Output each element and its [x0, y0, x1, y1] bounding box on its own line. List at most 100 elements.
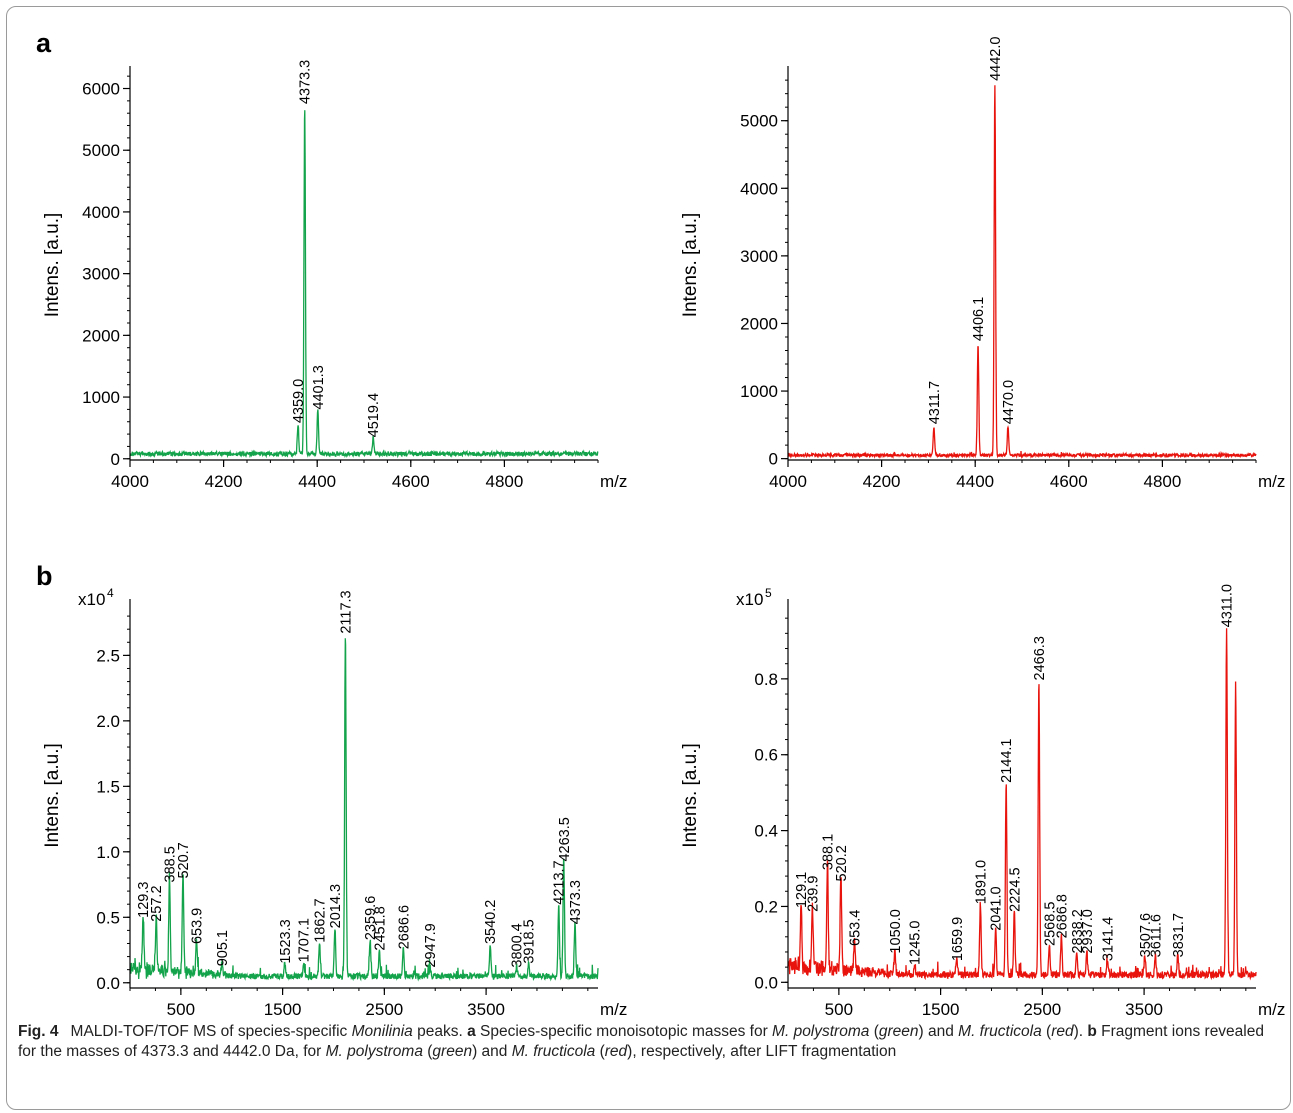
figure-frame [6, 6, 1291, 1110]
y-tick-label: 2.0 [96, 712, 120, 731]
x-tick-label: 4000 [111, 472, 149, 491]
figure-label: Fig. 4 [18, 1023, 59, 1040]
y-axis-title: Intens. [a.u.] [680, 743, 701, 848]
y-tick-label: 2000 [82, 326, 120, 345]
peak-label: 1245.0 [908, 921, 924, 965]
peak-label: 2144.1 [999, 739, 1015, 783]
x-tick-label: 4000 [769, 472, 807, 491]
x-tick-label: 3500 [1125, 1000, 1163, 1019]
peak-label: 2947.9 [423, 923, 439, 967]
peak-label: 4213.7 [552, 860, 568, 904]
figure-caption-text: MALDI-TOF/TOF MS of species-specific Mon… [18, 1023, 1264, 1060]
y-tick-label: 2.5 [96, 646, 120, 665]
peak-label: 520.2 [834, 845, 850, 881]
peak-label: 4373.3 [568, 880, 584, 924]
peak-label: 388.1 [820, 834, 836, 870]
peak-label: 2937.0 [1080, 909, 1096, 953]
x-tick-label: 3500 [467, 1000, 505, 1019]
x-tick-label: 500 [825, 1000, 853, 1019]
y-tick-label: 0.0 [754, 973, 778, 992]
peak-label: 2041.0 [989, 886, 1005, 930]
peak-label: 388.5 [163, 846, 179, 882]
y-tick-label: 3000 [82, 265, 120, 284]
y-tick-label: 0.8 [754, 670, 778, 689]
spectrum-trace [129, 110, 599, 459]
peak-label: 3141.4 [1101, 917, 1117, 961]
peak-label: 3918.5 [522, 919, 538, 963]
figure-caption: Fig. 4 MALDI-TOF/TOF MS of species-speci… [18, 1022, 1280, 1062]
peak-label: 2838.2 [1070, 909, 1086, 953]
peak-label: 4311.7 [927, 381, 943, 424]
y-tick-label: 0.2 [754, 897, 778, 916]
peak-label: 2224.5 [1007, 867, 1023, 911]
y-tick-label: 0.0 [96, 974, 120, 993]
x-axis-title: m/z [600, 472, 627, 491]
peak-label: 257.2 [149, 885, 165, 921]
y-tick-label: 5000 [82, 141, 120, 160]
y-tick-label: 1.5 [96, 777, 120, 796]
peak-label: 1523.3 [278, 919, 294, 963]
peak-label: 2466.3 [1032, 636, 1048, 680]
x-tick-label: 2500 [365, 1000, 403, 1019]
x-tick-label: 4600 [1050, 472, 1088, 491]
peak-label: 4470.0 [1001, 380, 1017, 424]
peak-label: 4373.3 [298, 60, 314, 104]
panel-letter-b: b [36, 561, 53, 591]
y-multiplier: x10 [736, 590, 763, 609]
y-multiplier: x10 [78, 590, 105, 609]
y-multiplier-exponent: 5 [765, 586, 772, 600]
y-tick-label: 0.4 [754, 822, 778, 841]
peak-label: 1659.9 [950, 917, 966, 961]
peak-label: 4359.0 [291, 379, 307, 423]
panel-letter-a: a [36, 28, 52, 58]
spectrum-trace [787, 628, 1257, 981]
y-tick-label: 4000 [82, 203, 120, 222]
x-tick-label: 4600 [392, 472, 430, 491]
x-tick-label: 4200 [205, 472, 243, 491]
peak-label: 2568.5 [1042, 902, 1058, 946]
peak-label: 4401.3 [311, 365, 327, 409]
peak-label: 129.1 [794, 872, 810, 908]
y-axis-title: Intens. [a.u.] [680, 213, 701, 318]
y-tick-label: 6000 [82, 80, 120, 99]
peak-label: 1050.0 [888, 909, 904, 953]
y-tick-label: 1000 [740, 382, 778, 401]
peak-label: 3507.6 [1138, 913, 1154, 957]
x-tick-label: 4800 [485, 472, 523, 491]
peak-label: 653.4 [847, 910, 863, 946]
y-tick-label: 0 [111, 450, 120, 469]
peak-label: 520.7 [176, 842, 192, 878]
spectrum-trace [787, 85, 1257, 460]
y-tick-label: 3000 [740, 247, 778, 266]
y-tick-label: 5000 [740, 112, 778, 131]
y-tick-label: 4000 [740, 179, 778, 198]
y-multiplier-exponent: 4 [107, 586, 114, 600]
peak-label: 1862.7 [313, 898, 329, 942]
peak-label: 1707.1 [297, 918, 313, 962]
x-axis-title: m/z [600, 1000, 627, 1019]
peak-label: 4406.1 [971, 297, 987, 341]
peak-label: 129.3 [136, 882, 152, 918]
peak-label: 2451.8 [372, 906, 388, 950]
peak-label: 3800.4 [510, 923, 526, 967]
x-axis-title: m/z [1258, 1000, 1285, 1019]
peak-label: 4519.4 [366, 393, 382, 437]
peak-label: 3540.2 [483, 900, 499, 944]
peak-label: 2117.3 [338, 590, 354, 633]
x-tick-label: 4400 [298, 472, 336, 491]
spectrum-trace [129, 638, 599, 982]
y-tick-label: 1.0 [96, 843, 120, 862]
peak-label: 2359.6 [363, 896, 379, 940]
peak-label: 2686.6 [396, 905, 412, 949]
x-tick-label: 500 [167, 1000, 195, 1019]
peak-label: 905.1 [215, 930, 231, 966]
y-tick-label: 1000 [82, 388, 120, 407]
peak-label: 4442.0 [988, 37, 1004, 81]
x-axis-title: m/z [1258, 472, 1285, 491]
x-tick-label: 4200 [863, 472, 901, 491]
peak-label: 2686.8 [1054, 894, 1070, 938]
